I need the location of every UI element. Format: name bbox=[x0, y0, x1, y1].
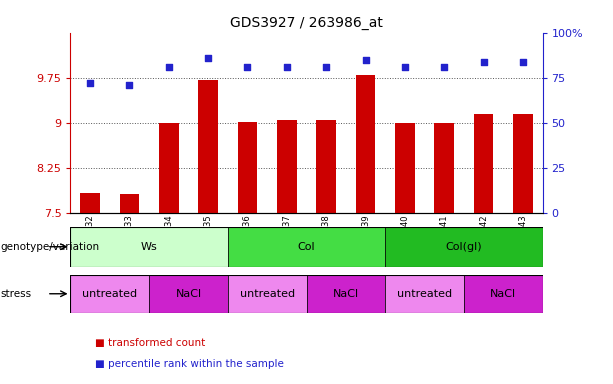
Point bbox=[204, 55, 213, 61]
Bar bbox=[306, 275, 385, 313]
Text: Col(gl): Col(gl) bbox=[446, 242, 482, 252]
Point bbox=[518, 58, 528, 65]
Point bbox=[164, 64, 173, 70]
Bar bbox=[435, 123, 454, 213]
Title: GDS3927 / 263986_at: GDS3927 / 263986_at bbox=[230, 16, 383, 30]
Bar bbox=[513, 114, 533, 213]
Bar bbox=[80, 193, 100, 213]
Bar bbox=[277, 120, 297, 213]
Point bbox=[440, 64, 449, 70]
Bar bbox=[228, 227, 385, 267]
Text: stress: stress bbox=[0, 289, 31, 299]
Bar bbox=[316, 121, 336, 213]
Point bbox=[400, 64, 409, 70]
Bar bbox=[474, 114, 493, 213]
Text: ■ transformed count: ■ transformed count bbox=[95, 338, 205, 348]
Text: ■ percentile rank within the sample: ■ percentile rank within the sample bbox=[95, 359, 284, 369]
Bar bbox=[385, 275, 464, 313]
Text: Ws: Ws bbox=[141, 242, 158, 252]
Text: untreated: untreated bbox=[397, 289, 452, 299]
Point bbox=[124, 82, 134, 88]
Point bbox=[243, 64, 253, 70]
Point bbox=[321, 64, 331, 70]
Point bbox=[479, 58, 489, 65]
Bar bbox=[149, 275, 228, 313]
Bar bbox=[238, 122, 257, 213]
Bar bbox=[70, 275, 149, 313]
Bar bbox=[356, 75, 375, 213]
Bar bbox=[385, 227, 543, 267]
Bar bbox=[228, 275, 306, 313]
Text: NaCl: NaCl bbox=[333, 289, 359, 299]
Bar bbox=[120, 194, 139, 213]
Bar bbox=[464, 275, 543, 313]
Bar bbox=[159, 123, 178, 213]
Point bbox=[360, 56, 370, 63]
Text: untreated: untreated bbox=[82, 289, 137, 299]
Point bbox=[85, 80, 95, 86]
Bar bbox=[395, 123, 414, 213]
Point bbox=[282, 64, 292, 70]
Text: NaCl: NaCl bbox=[490, 289, 516, 299]
Bar bbox=[199, 80, 218, 213]
Text: genotype/variation: genotype/variation bbox=[0, 242, 99, 252]
Bar bbox=[70, 227, 228, 267]
Text: untreated: untreated bbox=[240, 289, 295, 299]
Text: Col: Col bbox=[298, 242, 315, 252]
Text: NaCl: NaCl bbox=[175, 289, 202, 299]
